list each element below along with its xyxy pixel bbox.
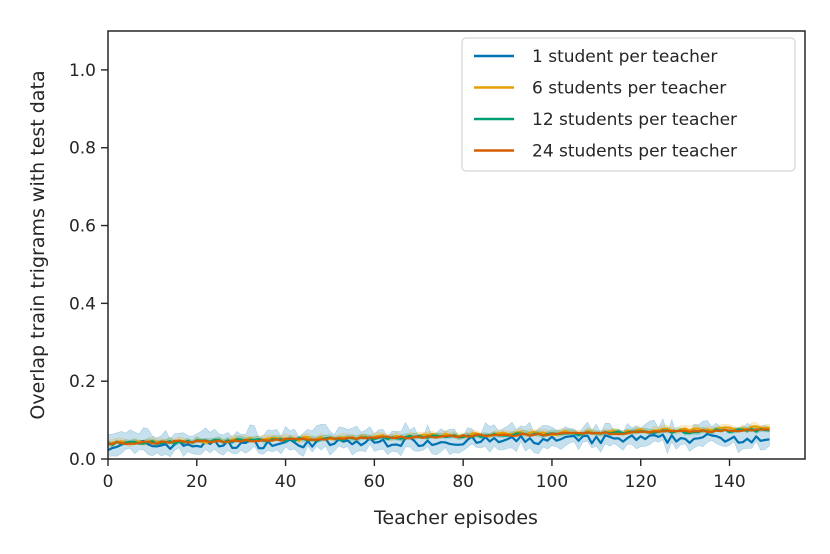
line-series-4 bbox=[107, 428, 770, 446]
legend-label-4: 24 students per teacher bbox=[532, 142, 737, 162]
y-tick-label: 0.2 bbox=[69, 372, 96, 392]
x-axis: 0 20 40 60 80 100 120 140 bbox=[103, 459, 746, 492]
x-tick-label: 100 bbox=[536, 472, 568, 492]
x-tick-label: 40 bbox=[275, 472, 297, 492]
legend-label-3: 12 students per teacher bbox=[532, 110, 737, 130]
plot-frame bbox=[107, 30, 806, 460]
series-lines bbox=[107, 425, 770, 452]
x-tick-label: 20 bbox=[186, 472, 208, 492]
legend-label-1: 1 student per teacher bbox=[532, 47, 717, 67]
y-axis-label: Overlap train trigrams with test data bbox=[27, 70, 49, 419]
y-tick-label: 0.8 bbox=[69, 139, 96, 159]
y-tick-label: 0.0 bbox=[69, 450, 96, 470]
x-tick-label: 80 bbox=[452, 472, 474, 492]
legend: 1 student per teacher 6 students per teac… bbox=[461, 37, 796, 172]
y-tick-label: 0.4 bbox=[69, 294, 96, 314]
legend-label-2: 6 students per teacher bbox=[532, 79, 726, 99]
x-axis-label: Teacher episodes bbox=[373, 507, 538, 529]
legend-frame bbox=[461, 37, 796, 172]
x-tick-label: 60 bbox=[364, 472, 386, 492]
line-series-1 bbox=[107, 432, 770, 452]
x-tick-label: 0 bbox=[103, 472, 114, 492]
x-tick-label: 120 bbox=[625, 472, 657, 492]
y-axis: 0.0 0.2 0.4 0.6 0.8 1.0 bbox=[69, 61, 108, 470]
y-tick-label: 1.0 bbox=[69, 61, 96, 81]
y-tick-label: 0.6 bbox=[69, 217, 96, 237]
x-tick-label: 140 bbox=[713, 472, 745, 492]
